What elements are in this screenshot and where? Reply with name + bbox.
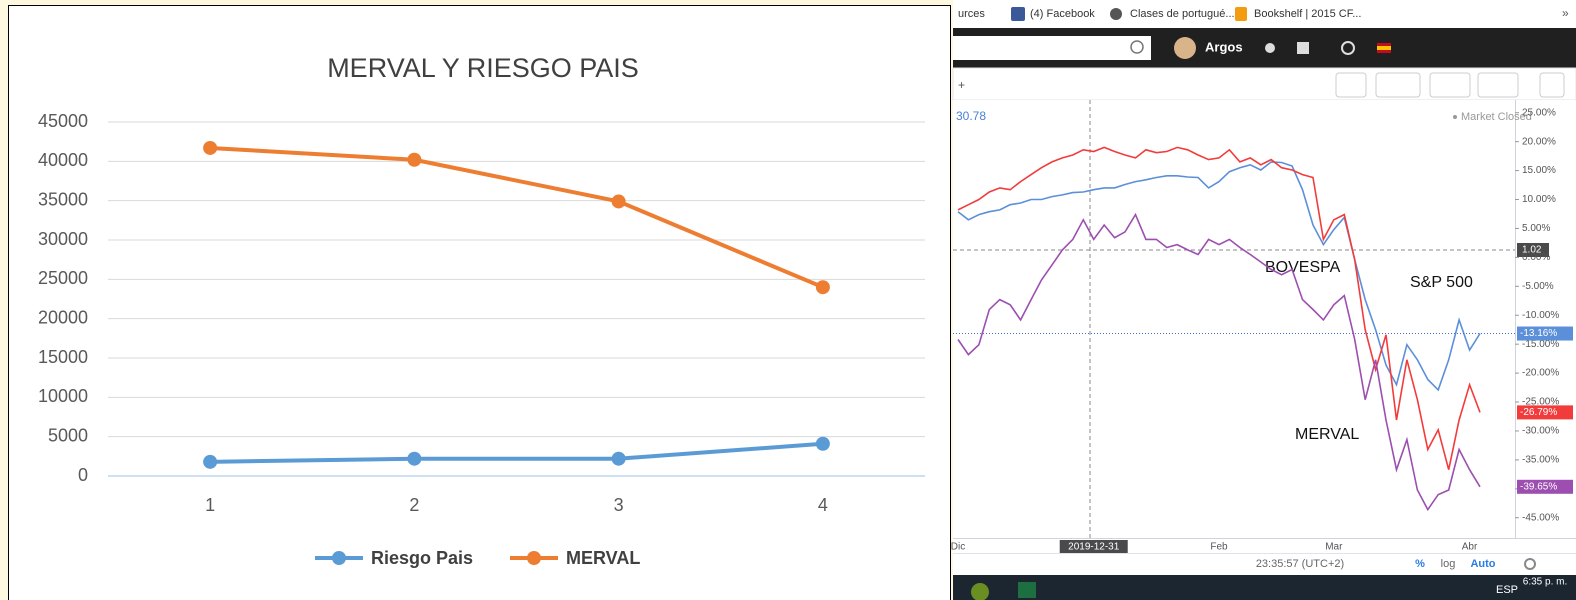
screen: MERVAL Y RIESGO PAIS » + 1.02 30.78 Mark… — [0, 0, 1576, 600]
point — [816, 437, 830, 451]
point — [816, 280, 830, 294]
briefcase-icon[interactable] — [1297, 42, 1309, 54]
excel-chart-area — [9, 6, 951, 600]
auto-toggle[interactable]: Auto — [1470, 558, 1495, 570]
username[interactable]: Argos — [1205, 39, 1243, 54]
bookmark[interactable]: (4) Facebook — [1030, 8, 1095, 20]
y-tick-label: 10000 — [38, 386, 88, 406]
y-tick-label: 0 — [78, 465, 88, 485]
globe-icon[interactable] — [1110, 8, 1122, 20]
bookmark[interactable]: Bookshelf | 2015 CF... — [1254, 8, 1361, 20]
clock[interactable]: 6:35 p. m. — [1523, 577, 1567, 588]
x-tick-label: 2 — [409, 495, 419, 515]
page: MERVAL Y RIESGO PAIS » + 1.02 30.78 Mark… — [0, 0, 1576, 600]
legend-label: Riesgo Pais — [371, 548, 473, 568]
y-tick-label: 5000 — [48, 425, 88, 445]
y-tick-label: 35000 — [38, 189, 88, 209]
last-value-label: -39.65% — [1520, 481, 1557, 492]
chart-title: MERVAL Y RIESGO PAIS — [327, 53, 639, 83]
y-tick-label: 20000 — [38, 307, 88, 327]
y-tick-label: -35.00% — [1522, 455, 1559, 466]
y-tick-label: 0.00% — [1522, 252, 1550, 263]
bookmark[interactable]: Clases de portugué... — [1130, 8, 1235, 20]
point — [407, 153, 421, 167]
y-tick-label: 10.00% — [1522, 194, 1556, 205]
point — [612, 194, 626, 208]
bookmark[interactable]: urces — [958, 8, 985, 20]
point — [203, 141, 217, 155]
chart-pane — [953, 100, 1576, 575]
y-tick-label: -20.00% — [1522, 368, 1559, 379]
add-button[interactable]: + — [958, 78, 965, 92]
taskbar — [953, 575, 1576, 600]
x-tick-label: 4 — [818, 495, 828, 515]
bookshelf-icon[interactable] — [1235, 7, 1247, 21]
fullscreen-button[interactable] — [1540, 73, 1564, 97]
x-tick-label: Mar — [1325, 542, 1343, 553]
search-input[interactable] — [953, 36, 1151, 60]
series-label: S&P 500 — [1410, 274, 1473, 291]
bell-icon[interactable] — [1265, 43, 1275, 53]
save-button[interactable] — [1478, 73, 1518, 97]
y-tick-label: 20.00% — [1522, 136, 1556, 147]
template-button[interactable] — [1376, 73, 1420, 97]
last-value-label: -26.79% — [1520, 407, 1557, 418]
x-tick-label: Dic — [951, 542, 965, 553]
price-readout: 30.78 — [956, 109, 986, 123]
y-tick-label: 15000 — [38, 347, 88, 367]
y-tick-label: 25.00% — [1522, 107, 1556, 118]
point — [612, 452, 626, 466]
y-tick-label: 30000 — [38, 229, 88, 249]
x-tick-label: Feb — [1210, 542, 1228, 553]
avatar[interactable] — [1174, 37, 1196, 59]
flag-stripe — [1377, 46, 1391, 50]
percent-toggle[interactable]: % — [1415, 558, 1425, 570]
last-value-label: -13.16% — [1520, 328, 1557, 339]
y-tick-label: 40000 — [38, 150, 88, 170]
legend-marker — [527, 551, 541, 565]
market-dot — [1453, 115, 1457, 119]
load-button[interactable] — [1430, 73, 1470, 97]
legend-label: MERVAL — [566, 548, 640, 568]
status-time: 23:35:57 (UTC+2) — [1256, 558, 1344, 570]
y-tick-label: 25000 — [38, 268, 88, 288]
y-tick-label: -10.00% — [1522, 310, 1559, 321]
more-bookmarks[interactable]: » — [1562, 6, 1569, 20]
y-tick-label: -45.00% — [1522, 512, 1559, 523]
x-tick-label: 1 — [205, 495, 215, 515]
point — [203, 455, 217, 469]
facebook-icon[interactable] — [1011, 7, 1025, 21]
legend-marker — [332, 551, 346, 565]
y-tick-label: 5.00% — [1522, 223, 1550, 234]
log-toggle[interactable]: log — [1441, 558, 1456, 570]
y-tick-label: -5.00% — [1522, 281, 1554, 292]
series-label: BOVESPA — [1265, 259, 1341, 276]
series-label: MERVAL — [1295, 426, 1359, 443]
x-tick-label: Abr — [1462, 542, 1478, 553]
y-tick-label: -30.00% — [1522, 426, 1559, 437]
y-tick-label: 45000 — [38, 111, 88, 131]
language[interactable]: ESP — [1496, 584, 1518, 596]
x-tick-label: 3 — [614, 495, 624, 515]
excel-icon[interactable] — [1018, 582, 1036, 598]
snapshot-button[interactable] — [1336, 73, 1366, 97]
point — [407, 452, 421, 466]
y-tick-label: 15.00% — [1522, 165, 1556, 176]
x-tick-label: 2019-12-31 — [1068, 542, 1120, 553]
